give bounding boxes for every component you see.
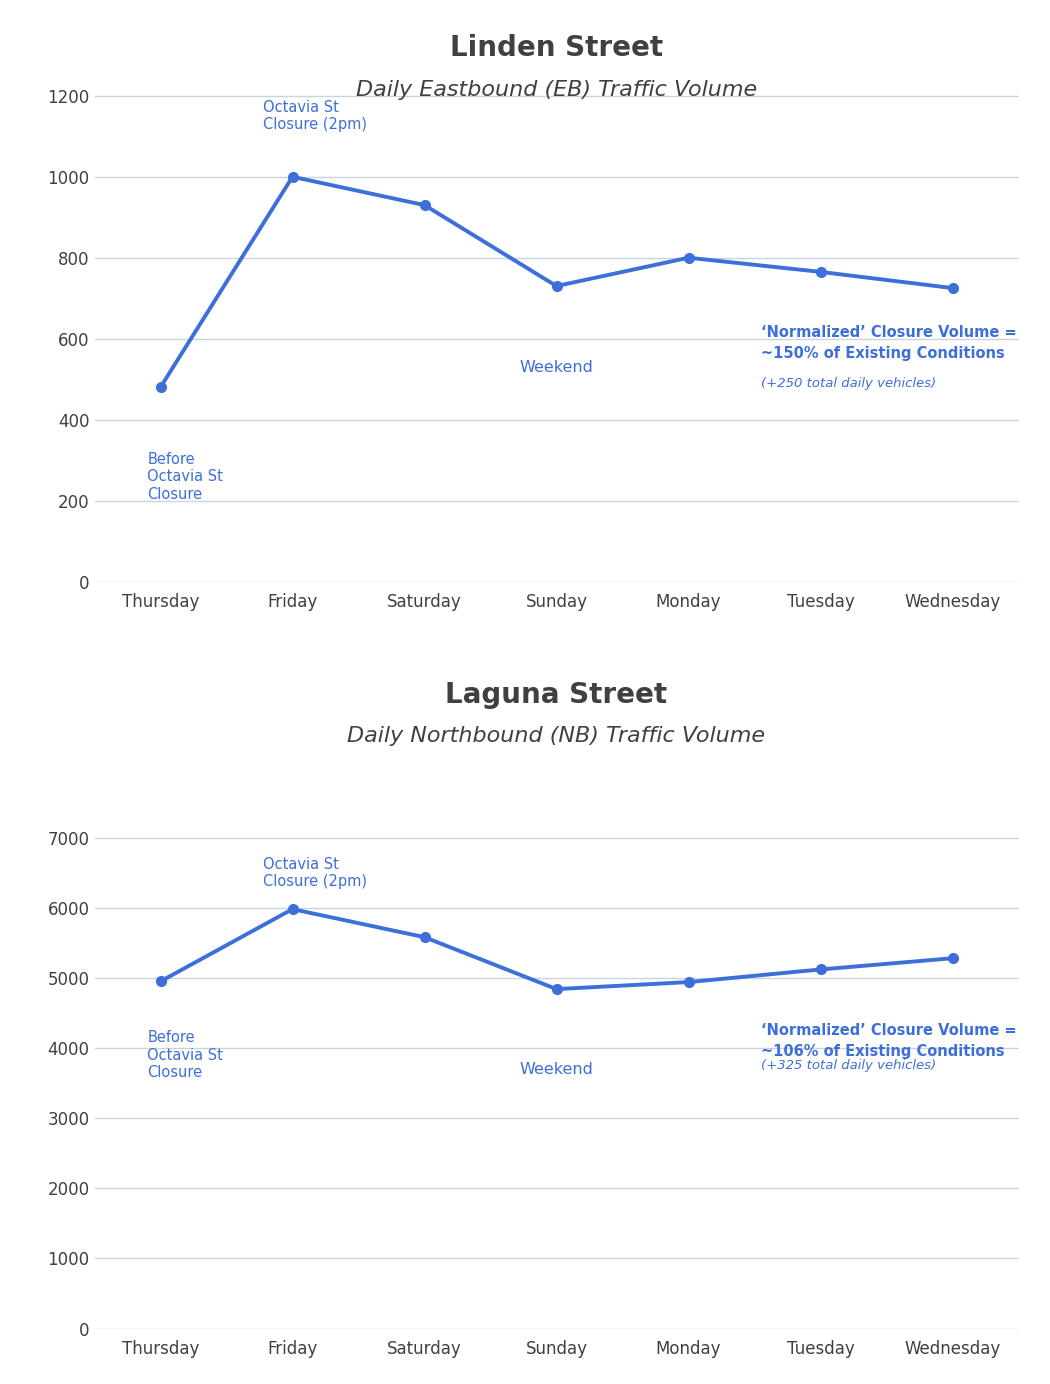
Text: Laguna Street: Laguna Street xyxy=(445,681,668,709)
Text: Octavia St
Closure (2pm): Octavia St Closure (2pm) xyxy=(264,857,368,890)
Text: Before
Octavia St
Closure: Before Octavia St Closure xyxy=(147,1031,224,1081)
Text: ‘Normalized’ Closure Volume =
~150% of Existing Conditions: ‘Normalized’ Closure Volume = ~150% of E… xyxy=(761,325,1016,361)
Text: Before
Octavia St
Closure: Before Octavia St Closure xyxy=(147,453,224,502)
Text: (+250 total daily vehicles): (+250 total daily vehicles) xyxy=(761,376,937,390)
Text: Weekend: Weekend xyxy=(520,360,593,375)
Text: Linden Street: Linden Street xyxy=(450,35,663,62)
Text: Octavia St
Closure (2pm): Octavia St Closure (2pm) xyxy=(264,100,368,133)
Text: ‘Normalized’ Closure Volume =
~106% of Existing Conditions: ‘Normalized’ Closure Volume = ~106% of E… xyxy=(761,1023,1016,1059)
Text: Daily Northbound (NB) Traffic Volume: Daily Northbound (NB) Traffic Volume xyxy=(348,727,765,746)
Text: Daily Eastbound (EB) Traffic Volume: Daily Eastbound (EB) Traffic Volume xyxy=(356,80,757,100)
Text: (+325 total daily vehicles): (+325 total daily vehicles) xyxy=(761,1059,937,1073)
Text: Weekend: Weekend xyxy=(520,1062,593,1077)
